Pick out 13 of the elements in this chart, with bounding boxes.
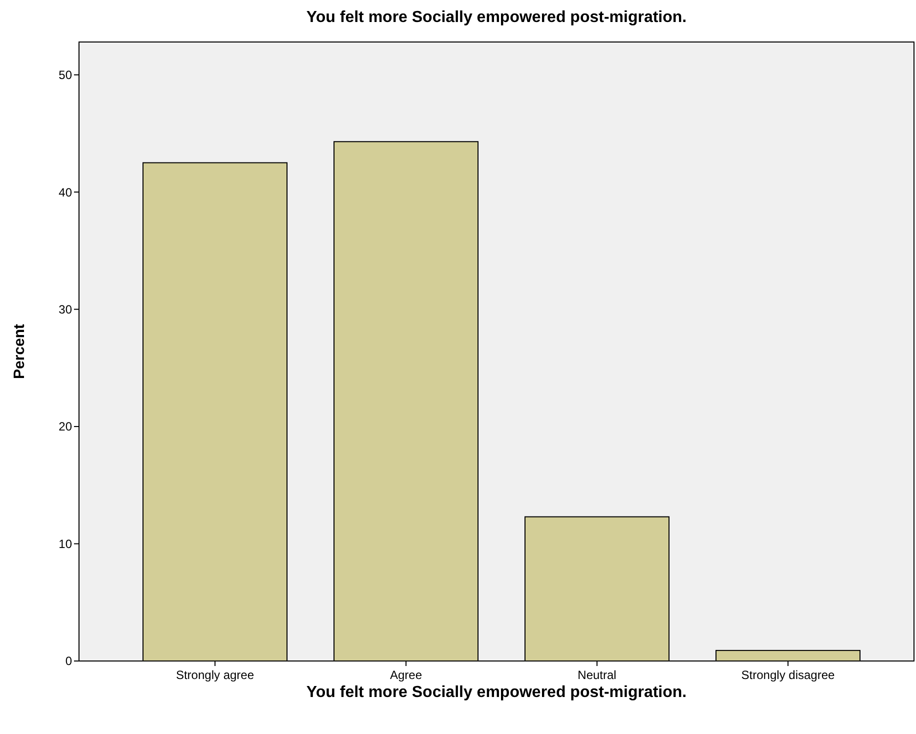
y-tick-label: 30 — [58, 302, 72, 316]
y-tick-label: 0 — [65, 654, 72, 668]
x-tick-label: Neutral — [578, 668, 616, 682]
y-tick-label: 40 — [58, 185, 72, 200]
x-tick-label: Agree — [390, 668, 422, 682]
y-tick-label: 10 — [58, 536, 72, 551]
y-tick-label: 20 — [58, 420, 72, 434]
y-tick-label: 50 — [58, 68, 72, 82]
x-tick-label: Strongly disagree — [741, 668, 836, 682]
x-tick-label: Strongly agree — [176, 668, 254, 682]
x-axis-title: You felt more Socially empowered post-migration. — [306, 684, 687, 701]
y-axis-title: Percent — [11, 324, 28, 380]
chart-title: You felt more Socially empowered post-migration. — [306, 9, 687, 26]
